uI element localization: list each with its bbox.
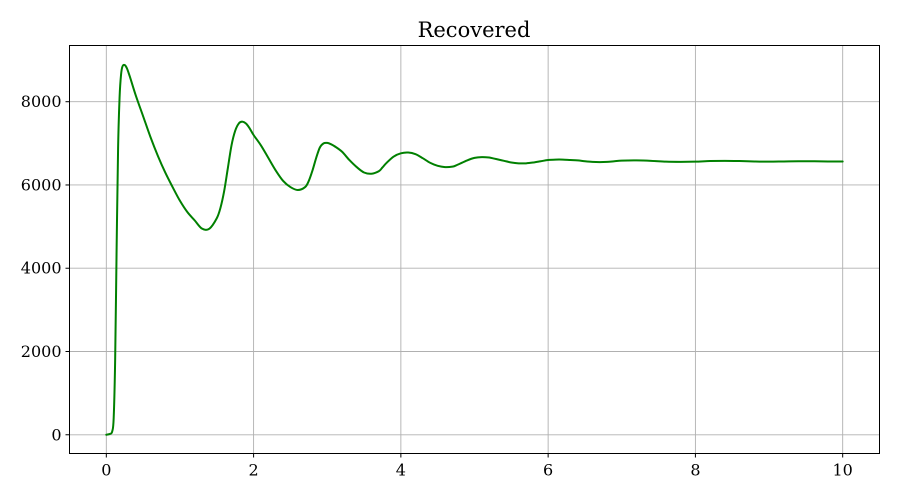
x-tick-label-4: 8 (690, 461, 700, 480)
y-tick-label-4: 8000 (21, 92, 62, 111)
x-tick-label-2: 4 (396, 461, 406, 480)
plot-series (105, 63, 844, 436)
x-tick-label-0: 0 (101, 461, 111, 480)
y-tick-label-3: 6000 (21, 175, 62, 194)
x-tick-label-3: 6 (543, 461, 553, 480)
x-tick-label-5: 10 (833, 461, 853, 480)
y-tick-label-1: 2000 (21, 342, 62, 361)
axis-ticks: 0 2 4 6 8 10 0 2000 4000 6000 8000 (21, 92, 853, 479)
grid-lines (69, 45, 880, 454)
x-tick-label-1: 2 (248, 461, 258, 480)
series-line-0 (105, 63, 844, 436)
y-tick-label-0: 0 (51, 425, 61, 444)
y-tick-label-2: 4000 (21, 259, 62, 278)
axes-frame (69, 45, 880, 454)
chart-title: Recovered (418, 18, 531, 42)
